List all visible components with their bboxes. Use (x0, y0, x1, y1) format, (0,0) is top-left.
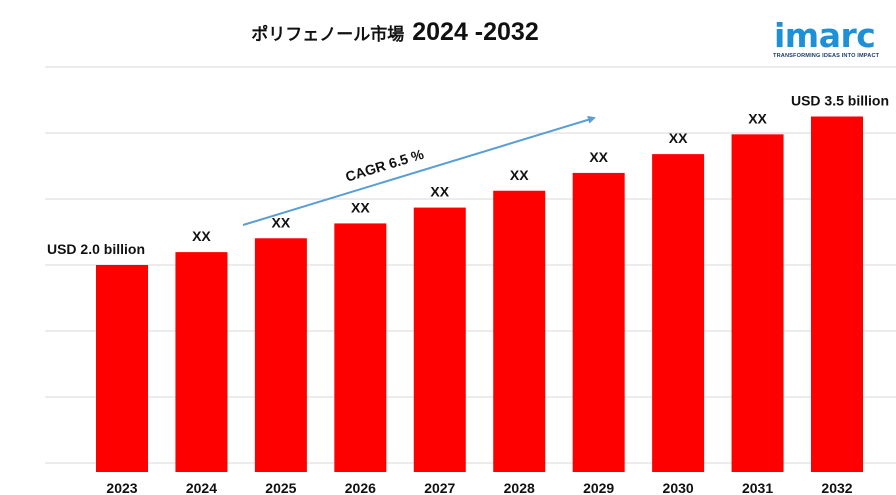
cagr-arrow (242, 115, 596, 226)
data-labels: USD 2.0 billion XX XX XX XX XX XX XX XX USD 3.5 b… (47, 93, 889, 258)
bar-2026 (334, 223, 387, 472)
data-label-2025: XX (272, 214, 291, 230)
bar-2025 (254, 238, 307, 472)
x-tick-2027: 2027 (424, 480, 455, 495)
data-label-2026: XX (351, 199, 370, 215)
bar-2024 (175, 252, 228, 472)
chart-bars (96, 116, 863, 472)
bar-2031 (731, 134, 784, 472)
x-tick-2029: 2029 (583, 480, 614, 495)
data-label-2031: XX (748, 110, 767, 126)
data-label-2023: USD 2.0 billion (47, 241, 145, 257)
data-label-2030: XX (669, 130, 688, 146)
x-tick-2031: 2031 (742, 480, 773, 495)
data-label-2024: XX (192, 228, 211, 244)
bar-2028 (493, 190, 546, 472)
data-label-2027: XX (430, 184, 449, 200)
logo-tagline: TRANSFORMING IDEAS INTO IMPACT (773, 53, 880, 59)
data-label-2028: XX (510, 167, 529, 183)
cagr-label: CAGR 6.5 % (344, 146, 427, 185)
x-tick-2028: 2028 (504, 480, 535, 495)
x-tick-2023: 2023 (106, 480, 137, 495)
bar-2030 (652, 154, 705, 472)
chart-title-years: 2024 -2032 (412, 18, 539, 46)
x-tick-2025: 2025 (265, 480, 296, 495)
bar-2023 (96, 265, 148, 472)
data-label-2032: USD 3.5 billion (791, 93, 889, 109)
bar-2029 (572, 172, 625, 472)
x-tick-2024: 2024 (186, 480, 217, 495)
data-label-2029: XX (589, 149, 608, 165)
x-tick-2032: 2032 (821, 480, 852, 495)
bar-2027 (413, 207, 466, 472)
chart-title: ポリフェノール市場 2024 -2032 (0, 18, 790, 47)
logo-wordmark: imarc (774, 16, 876, 55)
x-tick-2030: 2030 (663, 480, 694, 495)
x-axis-tick-labels: 2023 2024 2025 2026 2027 2028 2029 2030 2031 2032 (106, 480, 852, 495)
x-tick-2026: 2026 (345, 480, 376, 495)
chart-title-text: ポリフェノール市場 (251, 25, 405, 44)
imarc-logo: imarc TRANSFORMING IDEAS INTO IMPACT (772, 12, 884, 64)
bar-2032 (811, 116, 863, 472)
